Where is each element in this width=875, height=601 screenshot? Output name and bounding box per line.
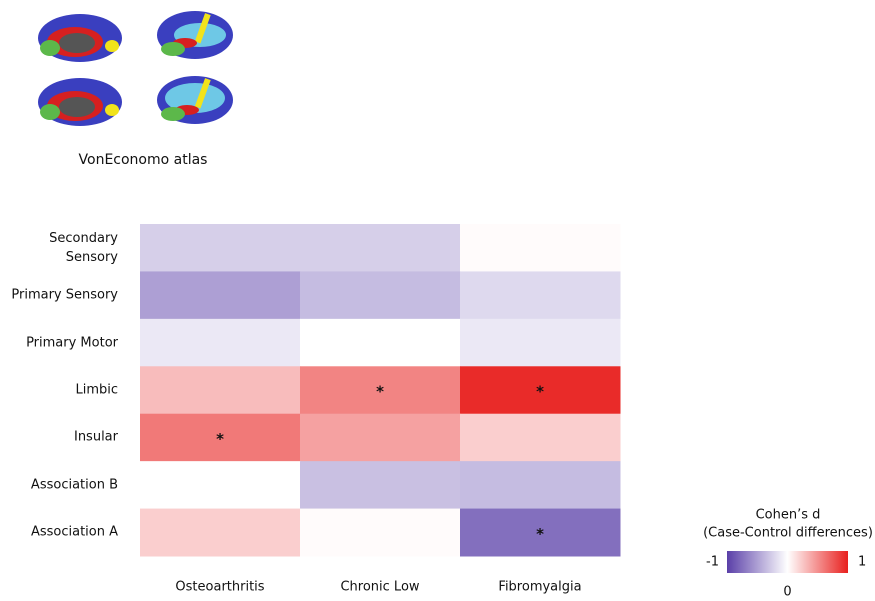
colorbar-tick-label: 1 xyxy=(858,555,866,570)
heatmap-cell xyxy=(460,461,621,510)
heatmap-cell xyxy=(460,224,621,272)
y-tick-label: Association B xyxy=(30,477,118,493)
significance-marker: * xyxy=(536,525,544,543)
x-tick-label: Osteoarthritis xyxy=(175,580,264,595)
x-tick-label: Fibromyalgia xyxy=(498,580,581,595)
heatmap-cell xyxy=(300,366,461,415)
brain-atlas xyxy=(38,11,233,126)
heatmap-cell xyxy=(460,413,621,462)
x-tick-label: Chronic Low xyxy=(340,580,419,595)
heatmap-cell xyxy=(140,461,301,510)
heatmap-cell xyxy=(460,366,621,415)
colorbar-title: Cohen’s d xyxy=(756,508,821,523)
atlas-label: VonEconomo atlas xyxy=(79,152,208,168)
heatmap-cell xyxy=(300,508,461,557)
heatmap-cell xyxy=(140,508,301,557)
heatmap-cell xyxy=(300,271,461,320)
heatmap-cell xyxy=(300,318,461,367)
heatmap-cell xyxy=(140,366,301,415)
heatmap-cell xyxy=(460,508,621,557)
heatmap-cell xyxy=(300,461,461,510)
y-tick-label: Association A xyxy=(30,524,118,540)
y-tick-label: Secondary Sensory xyxy=(49,230,118,265)
heatmap-cell xyxy=(460,271,621,320)
colorbar xyxy=(727,551,848,573)
heatmap-cell xyxy=(140,224,301,272)
heatmap-cell xyxy=(140,413,301,462)
heatmap-cell xyxy=(460,318,621,367)
colorbar-tick-label: 0 xyxy=(783,585,791,600)
colorbar-title: (Case-Control differences) xyxy=(703,526,873,541)
y-tick-label: Insular xyxy=(73,429,118,445)
significance-marker: * xyxy=(376,383,384,401)
heatmap-cell xyxy=(300,413,461,462)
significance-marker: * xyxy=(216,430,224,448)
y-tick-label: Limbic xyxy=(75,382,118,398)
heatmap-cell xyxy=(140,271,301,320)
y-tick-label: Primary Motor xyxy=(26,335,118,351)
significance-marker: * xyxy=(536,383,544,401)
heatmap-cell xyxy=(300,224,461,272)
colorbar-tick-label: -1 xyxy=(706,555,719,570)
heatmap-cell xyxy=(140,318,301,367)
y-tick-label: Primary Sensory xyxy=(11,287,118,303)
